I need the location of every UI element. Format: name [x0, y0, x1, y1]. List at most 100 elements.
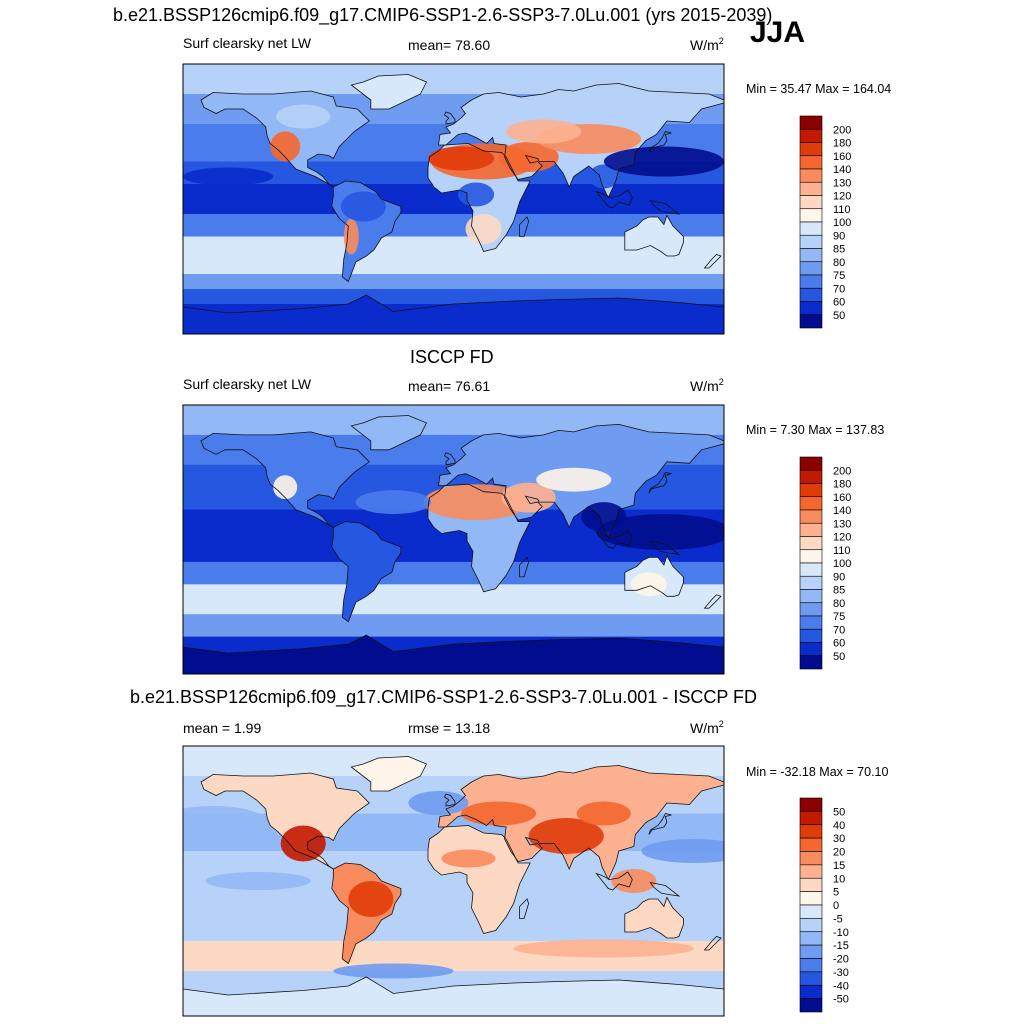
- colorbar-tick-label: -15: [833, 940, 849, 952]
- colorbar-box: [800, 182, 822, 195]
- colorbar-box: [800, 315, 822, 328]
- colorbar-tick-label: 140: [833, 164, 851, 176]
- colorbar-box: [800, 918, 822, 931]
- field-anomaly: [276, 105, 330, 129]
- field-band: [183, 405, 724, 413]
- colorbar-box: [800, 811, 822, 824]
- colorbar-box: [800, 550, 822, 563]
- colorbar-box: [800, 972, 822, 985]
- field-band: [183, 956, 724, 964]
- colorbar-box: [800, 209, 822, 222]
- colorbar-box: [800, 470, 822, 483]
- colorbar-box: [800, 945, 822, 958]
- colorbar-tick-label: 0: [833, 900, 839, 912]
- colorbar-tick-label: 130: [833, 177, 851, 189]
- colorbar-tick-label: 200: [833, 465, 851, 477]
- colorbar-box: [800, 603, 822, 616]
- field-anomaly: [408, 791, 468, 815]
- panel-2-map-field: [183, 405, 732, 675]
- panel-1-map-field: [183, 64, 724, 335]
- panel-1-minmax: Min = 35.47 Max = 164.04: [746, 82, 891, 96]
- colorbar-tick-label: 50: [833, 651, 845, 663]
- colorbar-tick-label: 60: [833, 638, 845, 650]
- field-band: [183, 599, 724, 607]
- colorbar-box: [800, 169, 822, 182]
- colorbar-box: [800, 275, 822, 288]
- colorbar-box: [800, 510, 822, 523]
- field-anomaly: [160, 806, 265, 836]
- field-anomaly: [441, 850, 495, 868]
- field-band: [183, 192, 724, 200]
- colorbar-tick-label: -50: [833, 994, 849, 1006]
- field-band: [183, 72, 724, 80]
- panel-2-mean-label: mean= 76.61: [408, 378, 490, 394]
- field-band: [183, 199, 724, 207]
- colorbar-tick-label: 10: [833, 873, 845, 885]
- field-anomaly: [506, 120, 581, 144]
- colorbar-tick-label: -5: [833, 913, 843, 925]
- colorbar-box: [800, 959, 822, 972]
- comparison-figure: JJA b.e21.BSSP126cmip6.f09_g17.CMIP6-SSP…: [0, 0, 1024, 1024]
- colorbar-tick-label: 120: [833, 191, 851, 203]
- field-band: [183, 252, 724, 260]
- field-band: [183, 64, 724, 72]
- colorbar-box: [800, 143, 822, 156]
- field-anomaly: [333, 964, 453, 979]
- colorbar-box: [800, 905, 822, 918]
- colorbar-box: [800, 892, 822, 905]
- colorbar-tick-label: 160: [833, 492, 851, 504]
- panel-2-minmax: Min = 7.30 Max = 137.83: [746, 423, 884, 437]
- colorbar-tick-label: 130: [833, 518, 851, 530]
- colorbar-tick-label: 75: [833, 611, 845, 623]
- colorbar-box: [800, 222, 822, 235]
- colorbar-box: [800, 196, 822, 209]
- field-anomaly: [514, 940, 694, 958]
- colorbar-tick-label: 200: [833, 124, 851, 136]
- colorbar-tick-label: -20: [833, 954, 849, 966]
- panel-1-colorbar: 20018016014013012011010090858075706050: [800, 116, 851, 328]
- colorbar-box: [800, 656, 822, 669]
- colorbar-tick-label: 120: [833, 532, 851, 544]
- colorbar-tick-label: 70: [833, 624, 845, 636]
- colorbar-box: [800, 838, 822, 851]
- colorbar-tick-label: 160: [833, 151, 851, 163]
- colorbar-tick-label: 100: [833, 217, 851, 229]
- colorbar-tick-label: 90: [833, 571, 845, 583]
- field-band: [183, 629, 724, 637]
- field-anomaly: [348, 881, 393, 917]
- colorbar-box: [800, 932, 822, 945]
- panel-observation: ISCCP FD Surf clearsky net LW mean= 76.6…: [183, 347, 884, 675]
- colorbar-tick-label: 50: [833, 310, 845, 322]
- field-anomaly: [206, 872, 311, 890]
- colorbar-box: [800, 288, 822, 301]
- colorbar-box: [800, 156, 822, 169]
- colorbar-box: [800, 457, 822, 470]
- colorbar-box: [800, 484, 822, 497]
- colorbar-box: [800, 537, 822, 550]
- colorbar-tick-label: -10: [833, 927, 849, 939]
- panel-3-title: b.e21.BSSP126cmip6.f09_g17.CMIP6-SSP1-2.…: [130, 687, 757, 708]
- colorbar-box: [800, 999, 822, 1012]
- field-band: [183, 412, 724, 420]
- field-band: [183, 274, 724, 282]
- panel-1-units: W/m2: [690, 36, 724, 53]
- field-anomaly: [536, 468, 611, 492]
- field-band: [183, 259, 724, 267]
- field-band: [183, 971, 724, 979]
- field-anomaly: [356, 490, 431, 514]
- colorbar-tick-label: 50: [833, 806, 845, 818]
- colorbar-box: [800, 865, 822, 878]
- panel-3-rmse-label: rmse = 13.18: [408, 720, 490, 736]
- colorbar-box: [800, 878, 822, 891]
- field-band: [183, 754, 724, 762]
- field-band: [183, 607, 724, 615]
- colorbar-box: [800, 563, 822, 576]
- panel-1-left-label: Surf clearsky net LW: [183, 35, 312, 51]
- colorbar-tick-label: 110: [833, 204, 851, 216]
- colorbar-tick-label: 85: [833, 585, 845, 597]
- panel-3-units: W/m2: [690, 719, 724, 736]
- field-anomaly: [577, 802, 631, 826]
- colorbar-box: [800, 643, 822, 656]
- colorbar-box: [800, 523, 822, 536]
